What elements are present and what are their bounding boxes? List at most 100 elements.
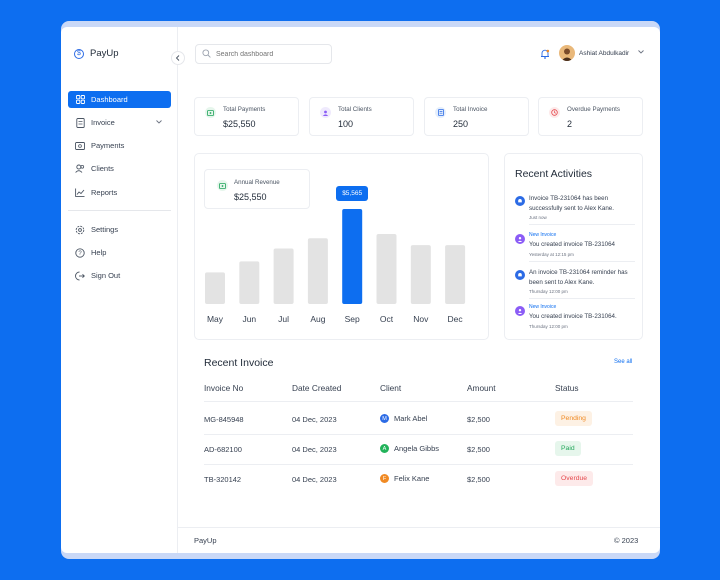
help-icon: ? [75, 247, 85, 258]
user-name: Ashiat Abdulkadir [579, 49, 630, 57]
sidebar-item-clients[interactable]: Clients [68, 160, 171, 177]
invoice-client: A Angela Gibbs [380, 444, 439, 453]
activity-tag: New Invoice [529, 304, 557, 310]
recent-activities-panel: Recent Activities Invoice TB-231064 has … [504, 153, 643, 340]
recent-invoice-title: Recent Invoice [204, 357, 274, 369]
x-tick-label: Sep [345, 314, 360, 324]
stat-label: Overdue Payments [567, 106, 620, 113]
brand-name: PayUp [90, 48, 119, 59]
collapse-sidebar-button[interactable] [171, 51, 185, 65]
sidebar: $ PayUp Dashboard Invoice Payments [61, 27, 178, 553]
activity-time: Thursday 12:00 pm [529, 324, 568, 329]
sidebar-item-label: Help [91, 248, 107, 257]
client-name: Felix Kane [394, 474, 430, 483]
column-header-invoice-no[interactable]: Invoice No [204, 383, 244, 393]
bell-icon [515, 196, 525, 206]
client-avatar: M [380, 414, 389, 423]
gear-icon [75, 225, 85, 235]
see-all-link[interactable]: See all [614, 359, 633, 365]
activity-text: Invoice TB-231064 has been successfully … [529, 195, 614, 212]
client-avatar: F [380, 474, 389, 483]
revenue-bar-chart: May Jun Jul Aug Sep Oct Nov Dec [205, 209, 466, 324]
column-header-status[interactable]: Status [555, 383, 579, 393]
activities-title: Recent Activities [515, 168, 593, 180]
sidebar-item-label: Payments [91, 141, 125, 150]
bar-oct[interactable] [376, 234, 397, 304]
notification-bell-icon[interactable] [539, 47, 551, 59]
brand: $ PayUp [74, 48, 119, 59]
sidebar-item-payments[interactable]: Payments [68, 137, 171, 154]
column-header-amount[interactable]: Amount [467, 383, 496, 393]
stat-card-total-invoice[interactable]: Total Invoice 250 [424, 97, 529, 136]
sidebar-item-settings[interactable]: Settings [68, 221, 171, 238]
search-input[interactable] [216, 50, 326, 58]
invoice-id[interactable]: AD-682100 [204, 445, 242, 454]
sidebar-item-sign-out[interactable]: Sign Out [68, 267, 171, 284]
sidebar-item-label: Clients [91, 164, 114, 173]
sidebar-divider [68, 210, 171, 211]
invoice-id[interactable]: TB-320142 [204, 475, 242, 484]
stat-card-overdue-payments[interactable]: Overdue Payments 2 [538, 97, 643, 136]
activity-text: An invoice TB-231064 reminder has been s… [529, 269, 628, 286]
app-window: $ PayUp Dashboard Invoice Payments [61, 27, 660, 553]
stat-card-total-payments[interactable]: Total Payments $25,550 [194, 97, 299, 136]
invoice-client: F Felix Kane [380, 474, 429, 483]
search-icon [202, 45, 211, 63]
stat-card-total-clients[interactable]: Total Clients 100 [309, 97, 414, 136]
stat-value: 2 [567, 119, 573, 129]
client-avatar: A [380, 444, 389, 453]
activity-text: You created invoice TB-231064 [529, 241, 615, 248]
stat-label: Total Clients [338, 106, 372, 113]
sidebar-item-reports[interactable]: Reports [68, 184, 171, 201]
chevron-down-icon [155, 118, 163, 128]
bar-may[interactable] [205, 272, 225, 304]
document-icon [75, 117, 85, 128]
annual-revenue-chart-card: May Jun Jul Aug Sep Oct Nov Dec Annual Revenue … [194, 153, 489, 340]
activity-divider [529, 224, 635, 225]
table-divider [204, 401, 633, 402]
bar-sep[interactable] [342, 209, 363, 304]
bar-dec[interactable] [445, 245, 466, 304]
bell-icon [515, 270, 525, 280]
stat-value: 100 [338, 119, 354, 129]
sidebar-item-label: Dashboard [91, 95, 128, 104]
status-badge: Overdue [555, 471, 594, 486]
clock-icon [549, 107, 560, 118]
bar-jun[interactable] [239, 261, 260, 304]
invoice-client: M Mark Abel [380, 414, 427, 423]
column-header-client[interactable]: Client [380, 383, 402, 393]
invoice-amount: $2,500 [467, 445, 490, 454]
activity-time: Yesterday at 12:15 pm [529, 252, 574, 257]
stat-label: Total Invoice [453, 106, 488, 113]
invoice-amount: $2,500 [467, 415, 490, 424]
sidebar-item-dashboard[interactable]: Dashboard [68, 91, 171, 108]
search-box[interactable] [195, 44, 332, 64]
logo-icon: $ [74, 48, 84, 59]
sidebar-item-help[interactable]: ? Help [68, 244, 171, 261]
wallet-icon [205, 107, 216, 118]
bar-aug[interactable] [307, 238, 328, 304]
stat-label: Total Payments [223, 106, 266, 113]
bar-nov[interactable] [410, 245, 431, 304]
invoice-date: 04 Dec, 2023 [292, 415, 337, 424]
invoice-date: 04 Dec, 2023 [292, 475, 337, 484]
column-header-date-created[interactable]: Date Created [292, 383, 342, 393]
activity-tag: New Invoice [529, 232, 557, 238]
invoice-date: 04 Dec, 2023 [292, 445, 337, 454]
chevron-down-icon [637, 48, 645, 58]
grid-icon [75, 95, 85, 105]
wallet-icon [217, 180, 228, 191]
x-tick-label: May [207, 314, 224, 324]
user-menu[interactable]: Ashiat Abdulkadir [559, 45, 645, 61]
activity-time: Just now [529, 215, 547, 220]
bar-jul[interactable] [273, 248, 294, 304]
invoice-id[interactable]: MG-845948 [204, 415, 244, 424]
x-tick-label: Nov [413, 314, 429, 324]
wallet-icon [75, 141, 85, 151]
sidebar-item-invoice[interactable]: Invoice [68, 114, 171, 131]
x-tick-label: Jul [278, 314, 289, 324]
sidebar-item-label: Reports [91, 188, 118, 197]
footer-brand: PayUp [194, 536, 217, 545]
chart-icon [75, 188, 85, 198]
avatar [559, 45, 575, 61]
